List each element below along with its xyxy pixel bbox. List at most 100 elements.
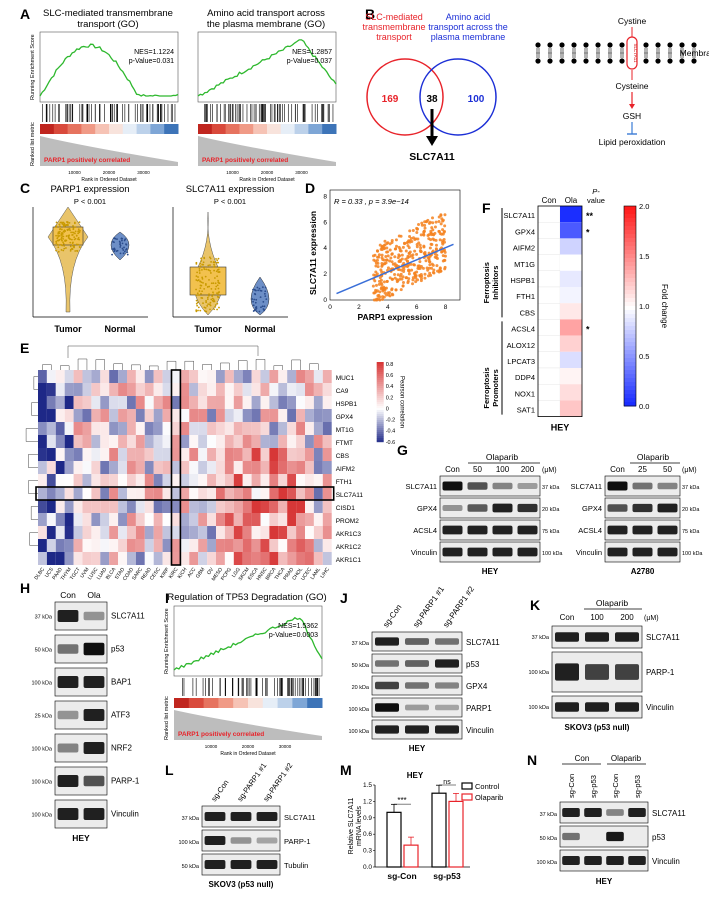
lipid-head: [595, 42, 601, 48]
legend-swatch: [376, 418, 384, 421]
heatmap-cell: [153, 396, 163, 409]
scatter-point: [372, 298, 376, 302]
heatmap-cell: [269, 383, 279, 396]
heatmap-cell: [64, 474, 74, 487]
x-tick: 8: [444, 304, 448, 311]
heatmap-cell: [260, 500, 270, 513]
bar: [403, 844, 419, 868]
con-cell: [537, 319, 561, 336]
blot-band: [83, 611, 105, 621]
normal-point: [252, 288, 254, 291]
normal-point: [119, 244, 122, 247]
scatter-point: [428, 263, 432, 267]
protein-label: Tubulin: [284, 861, 308, 870]
row-label: MUC1: [336, 375, 355, 382]
normal-point: [263, 309, 266, 312]
heatmap-cell: [82, 422, 92, 435]
heatmap-cell: [73, 539, 83, 552]
scale-swatch: [624, 222, 636, 227]
scatter-point: [443, 250, 447, 254]
heatmap-cell: [135, 513, 145, 526]
rank-color-bar: [53, 124, 69, 134]
significance-mark: *: [586, 325, 590, 335]
heatmap-cell: [118, 370, 127, 383]
heatmap-cell: [305, 539, 314, 552]
scatter-point: [381, 289, 385, 293]
heatmap-cell: [260, 448, 270, 461]
tumor-point: [61, 222, 64, 225]
scatter-point: [410, 268, 414, 272]
group-label: Normal: [244, 324, 275, 334]
tumor-point: [65, 247, 67, 249]
x-tick: 30000: [137, 170, 150, 175]
tumor-point: [56, 239, 59, 242]
heatmap-cell: [216, 435, 225, 448]
legend-tick: 0.6: [386, 373, 394, 379]
kda-label: 20 kDa: [542, 507, 560, 513]
heatmap-cell: [305, 474, 314, 487]
heatmap-cell: [278, 396, 288, 409]
heatmap-cell: [296, 422, 305, 435]
scatter-point: [439, 213, 443, 217]
group-label: Tumor: [194, 324, 222, 334]
heatmap-cell: [109, 461, 119, 474]
scatter-point: [420, 274, 424, 278]
scatter-point: [442, 230, 446, 234]
lane-label: 200: [620, 613, 634, 622]
heatmap-cell: [287, 487, 297, 500]
scale-swatch: [624, 378, 636, 383]
heatmap-cell: [242, 474, 252, 487]
dendrogram-branch: [28, 480, 38, 494]
correlation-label: PARP1 positively correlated: [44, 157, 130, 164]
scatter-point: [385, 280, 389, 284]
heatmap-cell: [278, 435, 288, 448]
tumor-point: [62, 242, 65, 245]
heatmap-cell: [118, 552, 127, 565]
heatmap-cell: [64, 500, 74, 513]
blot-band: [562, 832, 580, 841]
heatmap-cell: [55, 448, 65, 461]
x-tick: 0: [328, 304, 332, 311]
gsea-title: transport (GO): [77, 19, 138, 30]
heatmap-cell: [127, 474, 136, 487]
blot-band: [607, 504, 628, 512]
con-cell: [537, 205, 561, 223]
heatmap-cell: [287, 539, 297, 552]
heatmap-cell: [46, 526, 56, 539]
heatmap-cell: [153, 409, 163, 422]
tumor-point: [211, 295, 214, 297]
normal-point: [252, 310, 255, 312]
blot-band: [584, 807, 602, 818]
tumor-point: [217, 281, 220, 284]
scale-swatch: [624, 402, 636, 407]
tumor-point: [58, 232, 61, 235]
scatter-point: [427, 221, 431, 225]
x-tick: 10000: [226, 170, 239, 175]
normal-point: [258, 287, 261, 290]
tumor-point: [71, 233, 74, 236]
heatmap-cell: [189, 435, 199, 448]
scale-swatch: [624, 278, 636, 283]
legend-swatch: [461, 782, 473, 790]
lipid-head: [619, 42, 625, 48]
blot-band: [57, 774, 79, 788]
heatmap-cell: [198, 526, 208, 539]
con-cell: [537, 238, 561, 255]
blot-band: [467, 547, 488, 557]
con-cell: [537, 303, 561, 320]
blot-band: [83, 807, 105, 821]
scatter-point: [428, 246, 432, 250]
lane-label: Con: [445, 465, 460, 474]
gene-label: CBS: [520, 308, 535, 317]
heatmap-cell: [64, 526, 74, 539]
scale-swatch: [624, 386, 636, 391]
tumor-point: [198, 268, 201, 270]
blot-band: [562, 807, 580, 818]
heatmap-cell: [278, 526, 288, 539]
heatmap-cell: [242, 422, 252, 435]
tumor-point: [198, 269, 201, 272]
heatmap-cell: [189, 552, 199, 565]
heatmap-cell: [109, 396, 119, 409]
